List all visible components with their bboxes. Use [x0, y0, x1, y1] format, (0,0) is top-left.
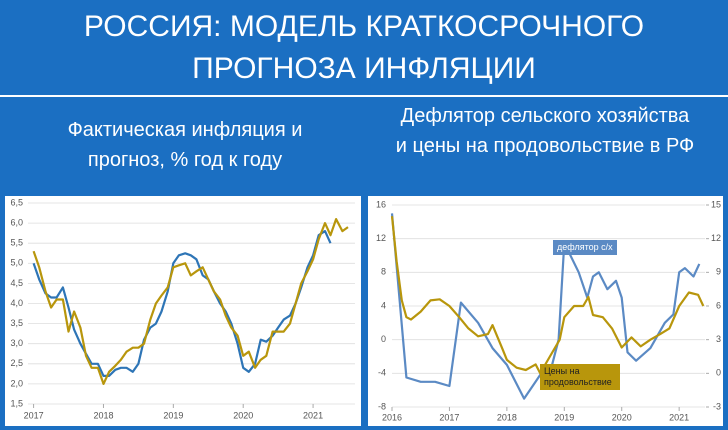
- y-tick-label: 3,5: [10, 318, 23, 328]
- y-tick-label: 6,5: [10, 197, 23, 207]
- x-tick-label: 2017: [439, 412, 459, 422]
- y2-tick-label: 0: [716, 368, 721, 378]
- series-line: [32, 230, 332, 377]
- x-tick-label: 2019: [554, 412, 574, 422]
- y-tick-label: 2,5: [10, 358, 23, 368]
- y-tick-label: 5,5: [10, 238, 23, 248]
- y-tick-label: 4: [381, 300, 386, 310]
- x-tick-label: 2017: [24, 410, 44, 420]
- y2-tick-label: 6: [716, 300, 721, 310]
- y-tick-label: 3,0: [10, 338, 23, 348]
- y2-tick-label: 15: [711, 199, 721, 209]
- y-tick-label: -4: [378, 368, 386, 378]
- legend-label: дефлятор с/х: [553, 240, 617, 255]
- y2-tick-label: -3: [713, 401, 721, 411]
- page-title: РОССИЯ: МОДЕЛЬ КРАТКОСРОЧНОГО ПРОГНОЗА И…: [83, 10, 645, 85]
- y-tick-label: 4,0: [10, 298, 23, 308]
- series-line: [32, 218, 349, 385]
- y-tick-label: -8: [378, 401, 386, 411]
- y2-tick-label: 3: [716, 334, 721, 344]
- x-tick-label: 2021: [303, 410, 323, 420]
- y-tick-label: 6,0: [10, 217, 23, 227]
- chart-title: Фактическая инфляция и прогноз, % год к …: [67, 119, 303, 171]
- y-tick-label: 1,5: [10, 398, 23, 408]
- y2-tick-label: 12: [711, 233, 721, 243]
- y-tick-label: 12: [376, 233, 386, 243]
- x-tick-label: 2019: [163, 410, 183, 420]
- y2-tick-label: 9: [716, 267, 721, 277]
- x-tick-label: 2018: [497, 412, 517, 422]
- x-tick-label: 2016: [382, 412, 402, 422]
- chart-area: [5, 196, 361, 426]
- divider: [0, 95, 728, 97]
- x-tick-label: 2018: [93, 410, 113, 420]
- y-tick-label: 5,0: [10, 258, 23, 268]
- x-tick-label: 2020: [612, 412, 632, 422]
- y-tick-label: 4,5: [10, 278, 23, 288]
- y-tick-label: 2,0: [10, 378, 23, 388]
- y-tick-label: 0: [381, 334, 386, 344]
- y-tick-label: 8: [381, 267, 386, 277]
- y-tick-label: 16: [376, 199, 386, 209]
- chart-title: Дефлятор сельского хозяйства и цены на п…: [395, 105, 695, 157]
- legend-label: Цены на продовольствие: [540, 364, 620, 390]
- x-tick-label: 2020: [233, 410, 253, 420]
- x-tick-label: 2021: [669, 412, 689, 422]
